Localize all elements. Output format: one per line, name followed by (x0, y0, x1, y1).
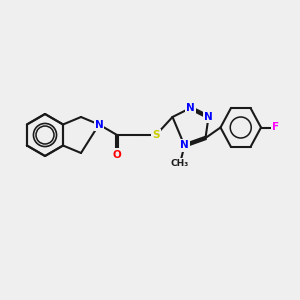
Text: N: N (186, 103, 195, 113)
Text: CH₃: CH₃ (171, 159, 189, 168)
Text: F: F (272, 122, 280, 133)
Text: S: S (152, 130, 160, 140)
Text: N: N (204, 112, 213, 122)
Text: N: N (94, 119, 103, 130)
Text: O: O (112, 149, 122, 160)
Text: N: N (180, 140, 189, 151)
